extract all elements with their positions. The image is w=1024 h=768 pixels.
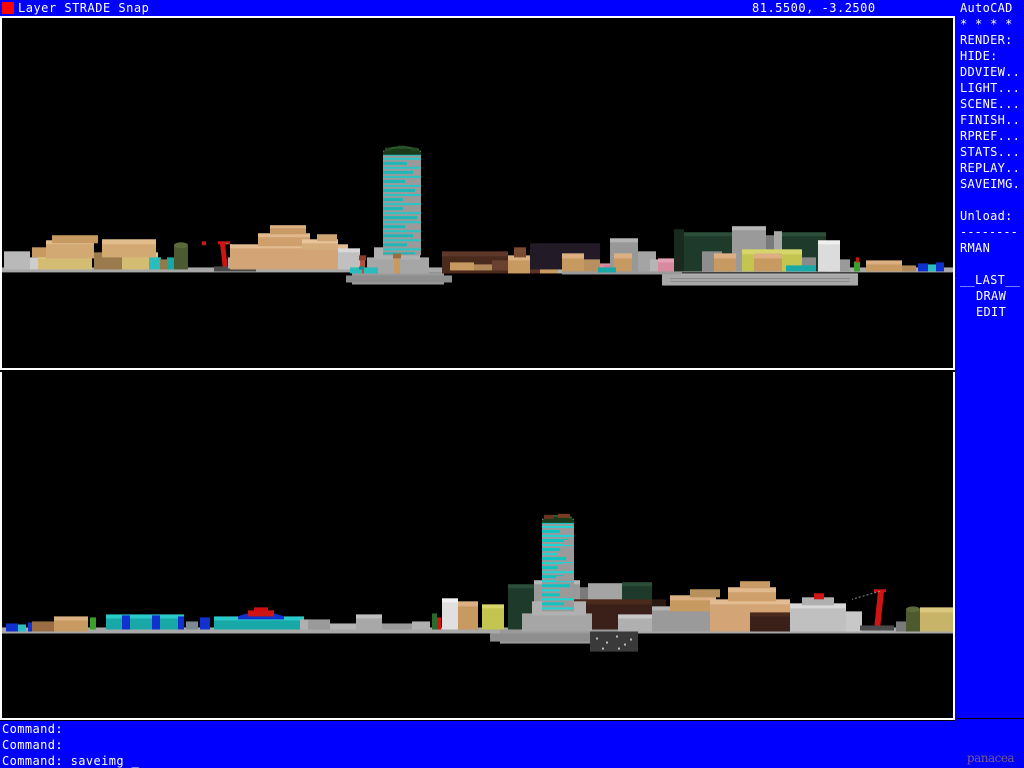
- viewport-bottom[interactable]: [0, 372, 955, 720]
- sidebar-header[interactable]: AutoCAD: [960, 1, 1013, 15]
- sidebar-item-last[interactable]: __LAST__: [960, 273, 1021, 287]
- command-history-line-1: Command:: [2, 722, 63, 736]
- sidebar-item-rpref[interactable]: RPREF...: [960, 129, 1021, 143]
- screen-menu[interactable]: AutoCAD * * * * RENDER: HIDE: DDVIEW.. L…: [957, 0, 1024, 718]
- sidebar-divider: --------: [960, 225, 1018, 239]
- sidebar-spacer-1: [960, 192, 1024, 208]
- elevation-drawing-top: [2, 18, 953, 368]
- control-box-icon[interactable]: [2, 2, 14, 14]
- command-history-line-2: Command:: [2, 738, 63, 752]
- sidebar-item-edit[interactable]: EDIT: [976, 305, 1007, 319]
- sidebar-item-light[interactable]: LIGHT...: [960, 81, 1021, 95]
- drawing-area[interactable]: [0, 16, 955, 720]
- sidebar-spacer-2: [960, 256, 1024, 272]
- sidebar-item-stats[interactable]: STATS...: [960, 145, 1021, 159]
- sidebar-item-hide[interactable]: HIDE:: [960, 49, 998, 63]
- sidebar-item-replay[interactable]: REPLAY..: [960, 161, 1021, 175]
- command-line-area[interactable]: Command: Command: Command: saveimg _: [0, 720, 955, 768]
- panacea-watermark: panacea: [957, 748, 1024, 768]
- sidebar-bottom-fill: [957, 718, 1024, 748]
- coordinate-readout: 81.5500, -3.2500: [752, 1, 876, 15]
- sidebar-item-draw[interactable]: DRAW: [976, 289, 1007, 303]
- sidebar-item-scene[interactable]: SCENE...: [960, 97, 1021, 111]
- sidebar-item-unload[interactable]: Unload:: [960, 209, 1013, 223]
- elevation-drawing-bottom: [2, 372, 953, 718]
- status-layer-text: Layer STRADE Snap: [18, 1, 150, 15]
- sidebar-item-rman[interactable]: RMAN: [960, 241, 991, 255]
- title-bar: Layer STRADE Snap 81.5500, -3.2500: [0, 0, 955, 16]
- viewport-top[interactable]: [0, 18, 955, 370]
- sidebar-item-finish[interactable]: FINISH..: [960, 113, 1021, 127]
- sidebar-item-saveimg[interactable]: SAVEIMG.: [960, 177, 1021, 191]
- sidebar-item-render[interactable]: RENDER:: [960, 33, 1013, 47]
- sidebar-item-ddview[interactable]: DDVIEW..: [960, 65, 1021, 79]
- command-prompt-active[interactable]: Command: saveimg _: [2, 754, 140, 768]
- sidebar-item-asterisks[interactable]: * * * *: [960, 17, 1013, 31]
- sidebar-gutter: [955, 0, 957, 768]
